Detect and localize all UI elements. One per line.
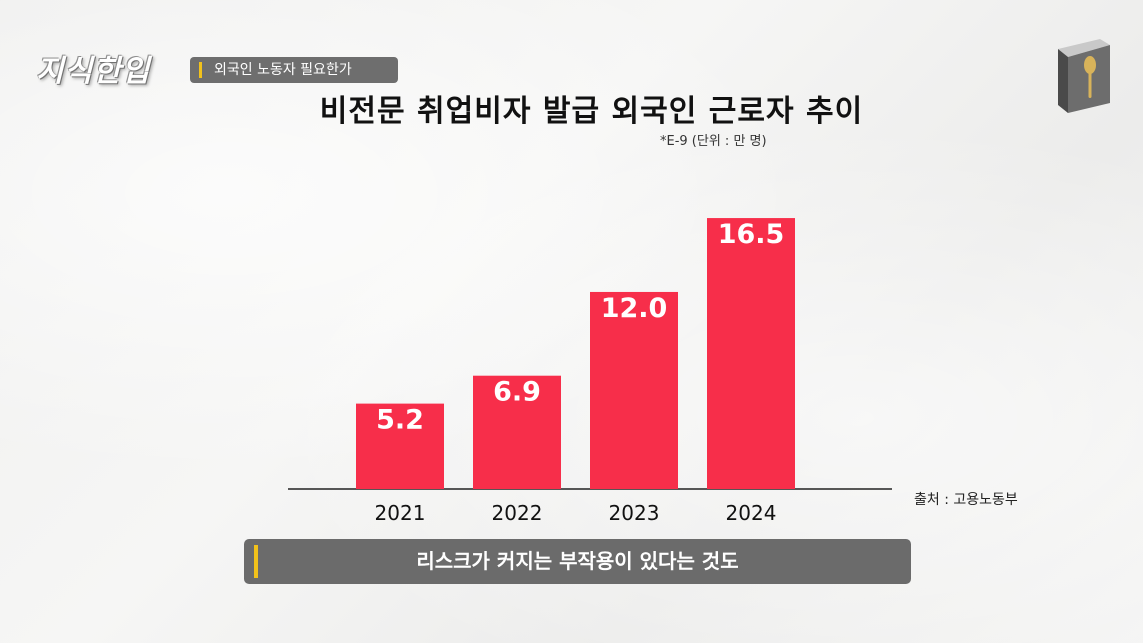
- topic-tag-accent: [199, 62, 202, 78]
- data-label-2024: 16.5: [718, 219, 785, 250]
- bar-2024: [707, 218, 795, 489]
- source-note: 출처 : 고용노동부: [914, 492, 1018, 508]
- chart-title: 비전문 취업비자 발급 외국인 근로자 추이: [319, 94, 864, 129]
- caption-text: 리스크가 커지는 부작용이 있다는 것도: [416, 549, 739, 573]
- x-tick-label-2022: 2022: [492, 501, 543, 525]
- bar-2022: [473, 375, 561, 489]
- data-label-2023: 12.0: [601, 293, 668, 324]
- bar-2021: [356, 403, 444, 489]
- book-spoon-icon: [1058, 39, 1110, 113]
- x-tick-label-2023: 2023: [609, 501, 660, 525]
- topic-tag-label: 외국인 노동자 필요한가: [214, 62, 352, 78]
- bar-2023: [590, 291, 678, 489]
- data-label-2022: 6.9: [493, 377, 541, 408]
- caption-bar: 리스크가 커지는 부작용이 있다는 것도: [244, 539, 911, 584]
- unit-note: *E-9 (단위 : 만 명): [660, 134, 767, 149]
- data-label-2021: 5.2: [376, 405, 424, 436]
- channel-logo: 지식한입: [36, 54, 151, 89]
- caption-accent: [254, 545, 258, 578]
- topic-tag: 외국인 노동자 필요한가: [190, 57, 398, 83]
- x-tick-label-2021: 2021: [375, 501, 426, 525]
- x-tick-label-2024: 2024: [726, 501, 777, 525]
